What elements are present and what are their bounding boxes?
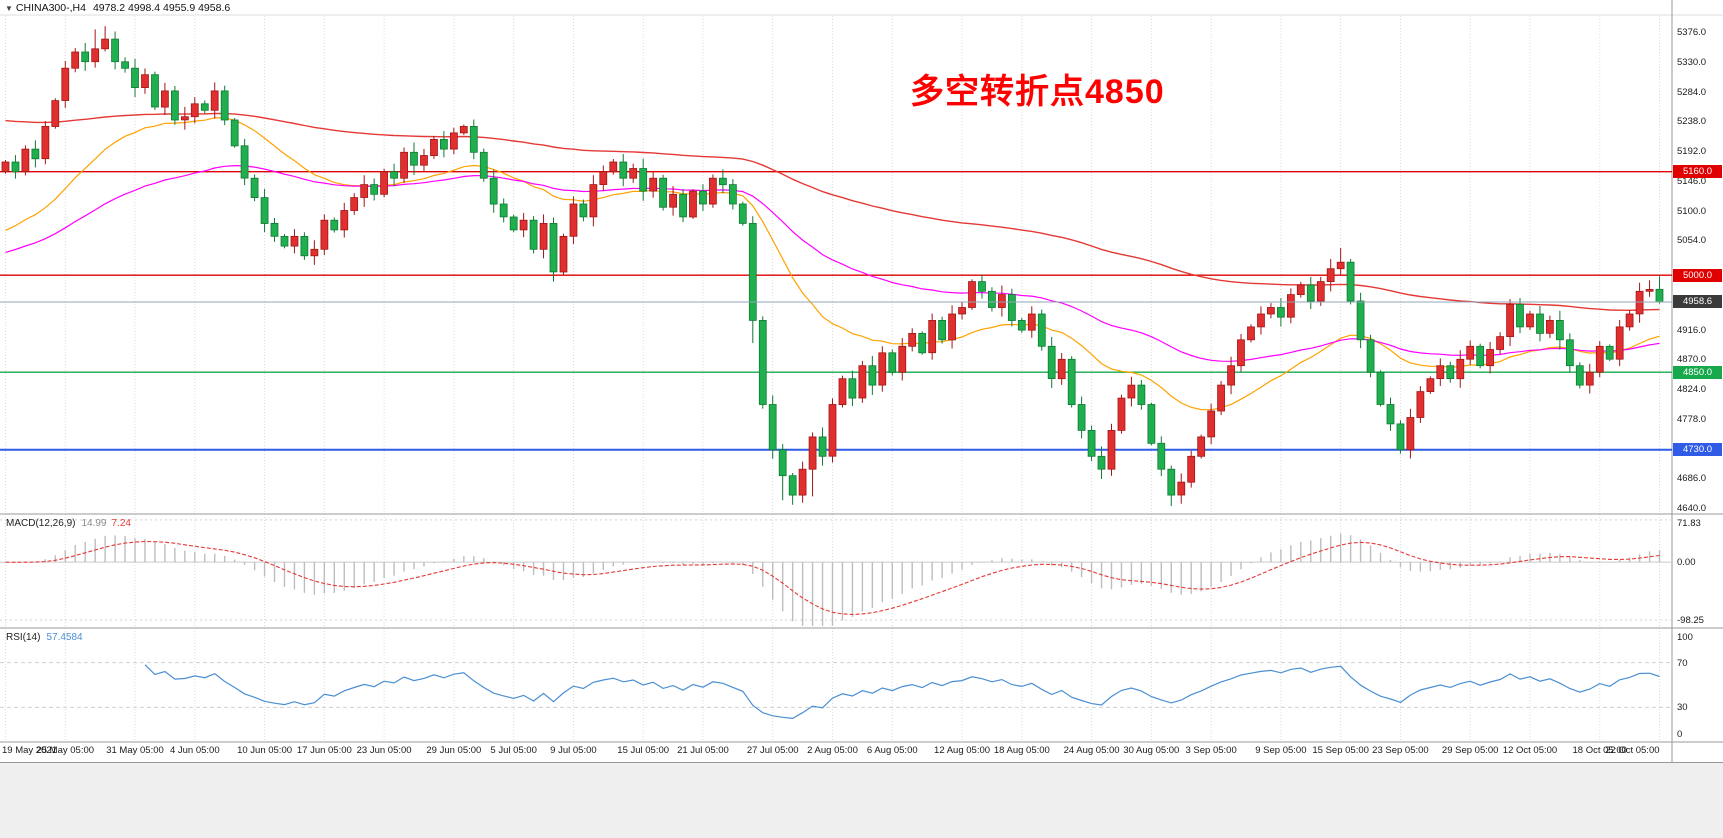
chart-header: ▼ CHINA300-,H4 4978.2 4998.4 4955.9 4958.6 (5, 2, 230, 14)
ma-lines (5, 112, 1660, 411)
rsi-axis-label: 100 (1677, 632, 1693, 643)
macd-panel (0, 519, 1672, 626)
ohlc-low: 4955.9 (163, 2, 196, 14)
price-level-badge: 5160.0 (1673, 165, 1722, 179)
time-axis-label: 31 May 05:00 (106, 745, 164, 756)
time-axis-label: 12 Oct 05:00 (1502, 745, 1558, 756)
ma-mid-magenta (5, 164, 1660, 362)
symbol-marker-icon: ▼ (5, 4, 13, 13)
price-level-badge: 4850.0 (1673, 365, 1722, 379)
chart-canvas[interactable] (0, 0, 1723, 762)
candlestick-layer[interactable] (1, 26, 1664, 507)
time-axis-label: 12 Aug 05:00 (934, 745, 991, 756)
time-axis-label: 22 Oct 05:00 (1605, 745, 1660, 756)
price-tick-label: 4916.0 (1677, 324, 1707, 336)
price-tick-label: 5376.0 (1677, 27, 1707, 38)
macd-main-value: 14.99 (81, 518, 107, 529)
time-axis-label: 3 Sep 05:00 (1185, 745, 1237, 756)
macd-signal-line (5, 540, 1660, 616)
macd-axis-label: 0.00 (1677, 557, 1696, 569)
macd-axis-label: -98.25 (1677, 615, 1704, 626)
rsi-panel (0, 662, 1672, 720)
rsi-axis-label: 70 (1677, 657, 1688, 669)
macd-signal-value: 7.24 (111, 518, 131, 529)
time-axis-label: 23 Sep 05:00 (1372, 745, 1429, 756)
time-axis-label: 30 Aug 05:00 (1123, 745, 1180, 756)
price-tick-label: 4870.0 (1677, 354, 1707, 366)
chart-annotation: 多空转折点4850 (910, 73, 1165, 111)
price-tick-label: 4640.0 (1677, 503, 1707, 514)
ohlc-close: 4958.6 (198, 2, 231, 14)
rsi-axis-label: 0 (1677, 729, 1683, 740)
panel-frame (0, 0, 1723, 762)
rsi-line (144, 664, 1660, 720)
price-tick-label: 5146.0 (1677, 175, 1707, 187)
time-axis-label: 23 Jun 05:00 (356, 745, 412, 756)
time-axis-label: 18 Oct 05:00 (1572, 745, 1627, 756)
time-axis-label: 29 Sep 05:00 (1441, 745, 1499, 756)
time-axis-label: 9 Sep 05:00 (1255, 745, 1307, 756)
time-axis-label: 27 Jul 05:00 (746, 745, 799, 756)
price-tick-label: 5192.0 (1677, 146, 1707, 157)
ohlc-open: 4978.2 (92, 2, 126, 14)
symbol-period-label: CHINA300-,H4 (15, 2, 86, 14)
rsi-axis-label: 30 (1677, 702, 1688, 714)
time-axis-label: 15 Sep 05:00 (1312, 745, 1369, 756)
time-axis-label: 24 Aug 05:00 (1063, 745, 1120, 756)
grid-layer (4, 16, 1661, 742)
rsi-indicator-label: RSI(14) 57.4584 (6, 632, 83, 643)
price-level-badge: 4730.0 (1673, 443, 1722, 457)
rsi-value: 57.4584 (46, 632, 83, 643)
price-tick-label: 5238.0 (1677, 116, 1707, 128)
time-axis-label: 19 May 2021 (2, 745, 57, 756)
ohlc-high: 4998.4 (128, 2, 161, 14)
macd-axis-label: 71.83 (1677, 518, 1701, 529)
macd-name: MACD(12,26,9) (6, 518, 76, 529)
rsi-name: RSI(14) (6, 632, 41, 643)
time-axis-label: 10 Jun 05:00 (237, 745, 293, 756)
time-axis-label: 9 Jul 05:00 (550, 745, 597, 756)
time-axis-label: 17 Jun 05:00 (296, 745, 352, 756)
ma-slow-red (5, 112, 1660, 312)
price-tick-label: 4824.0 (1677, 384, 1707, 395)
time-axis-label: 2 Aug 05:00 (807, 745, 858, 756)
price-tick-label: 5100.0 (1677, 205, 1707, 217)
current-price-badge: 4958.6 (1673, 295, 1722, 309)
time-axis-label: 15 Jul 05:00 (617, 745, 670, 756)
price-tick-label: 5284.0 (1677, 86, 1707, 98)
footer-area (0, 762, 1723, 838)
price-tick-label: 5330.0 (1677, 56, 1707, 68)
ma-fast-orange (5, 117, 1660, 411)
time-axis-label: 5 Jul 05:00 (490, 745, 537, 756)
time-axis-label: 6 Aug 05:00 (866, 745, 918, 756)
macd-indicator-label: MACD(12,26,9) 14.99 7.24 (6, 518, 131, 529)
time-axis-label: 25 May 05:00 (36, 745, 95, 756)
price-tick-label: 4686.0 (1677, 473, 1707, 485)
price-level-badge: 5000.0 (1673, 268, 1722, 282)
time-axis-label: 18 Aug 05:00 (993, 745, 1050, 756)
price-tick-label: 4778.0 (1677, 413, 1707, 425)
time-axis-label: 29 Jun 05:00 (426, 745, 482, 756)
time-axis-label: 4 Jun 05:00 (169, 745, 220, 756)
time-axis-label: 21 Jul 05:00 (677, 745, 729, 756)
price-tick-label: 5054.0 (1677, 235, 1707, 247)
